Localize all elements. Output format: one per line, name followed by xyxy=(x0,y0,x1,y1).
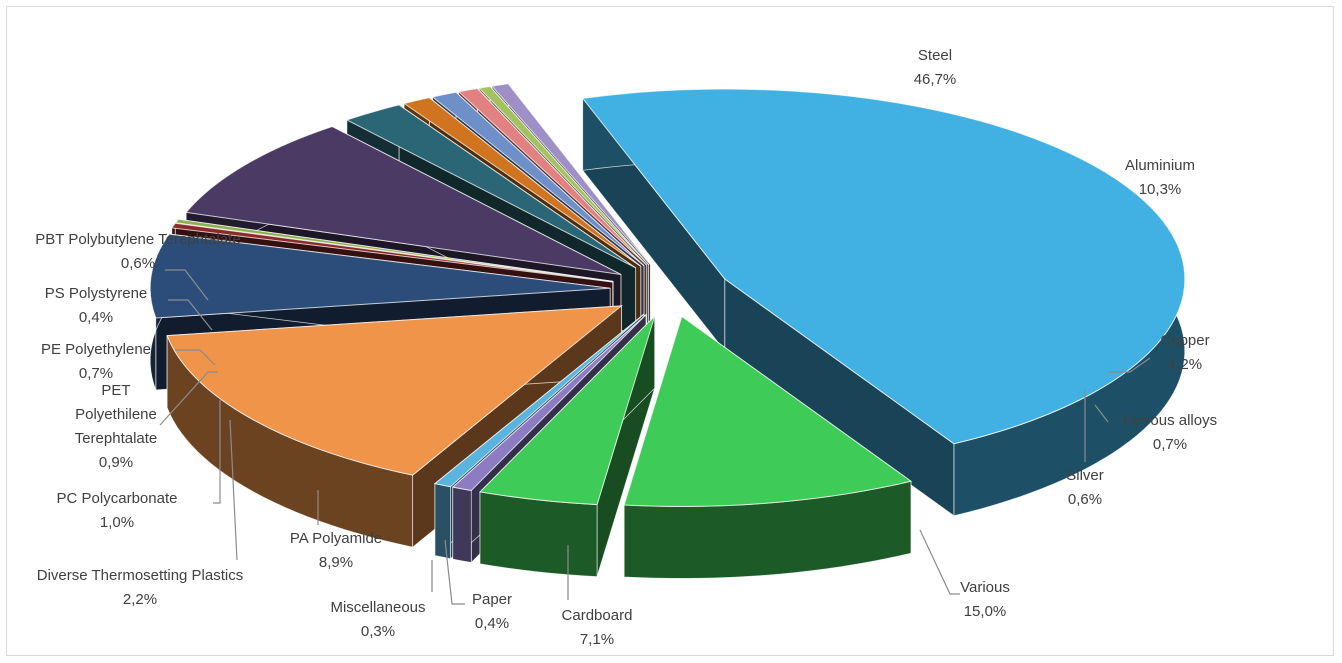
slice-name-label: Copper xyxy=(1160,332,1209,349)
slice-name-label: Cardboard xyxy=(562,607,633,624)
data-label-ps-polystyrene: PS Polystyrene 0,4% xyxy=(45,285,148,326)
slice-copper xyxy=(478,315,656,578)
leader-line-ps-polystyrene xyxy=(168,299,213,331)
slice-name-label: Terephtalate xyxy=(75,430,158,447)
slice-steel xyxy=(581,88,1186,517)
leader-line-pe-polyethylene xyxy=(175,349,216,366)
slice-value-label: 0,9% xyxy=(99,454,133,471)
data-label-aluminium: Aluminium 10,3% xyxy=(1125,157,1195,198)
slice-name-label: PET xyxy=(101,382,130,399)
slice-top xyxy=(490,83,651,265)
slice-top xyxy=(174,218,614,282)
data-label-pbt-polybutylene-terephtalate: PBT Polybutylene Terephtalate 0,6% xyxy=(35,231,240,272)
slice-name-label: Aluminium xyxy=(1125,157,1195,174)
slice-name-label: PE Polyethylene xyxy=(41,341,151,358)
slice-value-label: 1,0% xyxy=(100,514,134,531)
slice-top xyxy=(478,85,649,266)
slice-name-label: Various xyxy=(960,579,1010,596)
slice-name-label: Polyethilene xyxy=(75,406,157,423)
slice-name-label: PS Polystyrene xyxy=(45,285,148,302)
slice-outer-wall xyxy=(434,483,451,560)
leader-line-various xyxy=(919,529,960,595)
data-label-miscellaneous: Miscellaneous 0,3% xyxy=(330,599,425,640)
slice-value-label: 8,9% xyxy=(319,554,353,571)
slice-value-label: 0,3% xyxy=(361,623,395,640)
slice-value-label: 15,0% xyxy=(964,603,1007,620)
data-label-silver: Silver 0,6% xyxy=(1066,467,1104,508)
slice-top xyxy=(581,88,1186,445)
leader-line-diverse-thermosetting-plastics xyxy=(229,419,238,561)
slice-name-label: Silver xyxy=(1066,467,1104,484)
slice-name-label: Paper xyxy=(472,591,512,608)
data-label-ferrous-alloys: Ferrous alloys 0,7% xyxy=(1123,412,1217,453)
data-label-pa-polyamide: PA Polyamide 8,9% xyxy=(290,530,382,571)
slice-value-label: 46,7% xyxy=(914,71,957,88)
slice-name-label: Ferrous alloys xyxy=(1123,412,1217,429)
slice-top xyxy=(478,315,656,506)
slice-value-label: 0,4% xyxy=(79,309,113,326)
slice-value-label: 4,2% xyxy=(1168,356,1202,373)
slice-top xyxy=(623,315,913,507)
leader-line-copper xyxy=(1108,357,1151,373)
slice-top xyxy=(149,233,611,319)
leader-line-ferrous-alloys xyxy=(1094,404,1109,423)
data-label-pc-polycarbonate: PC Polycarbonate 1,0% xyxy=(57,490,178,531)
slice-top xyxy=(431,91,645,267)
data-label-various: Various 15,0% xyxy=(960,579,1010,620)
slice-top xyxy=(166,305,623,476)
slice-top xyxy=(451,314,647,492)
data-label-paper: Paper 0,4% xyxy=(472,591,512,632)
data-label-steel: Steel 46,7% xyxy=(914,47,957,88)
leader-line-pbt-polybutylene-terephtalate xyxy=(165,269,209,301)
slice-top xyxy=(433,313,645,488)
data-label-diverse-thermosetting-plastics: Diverse Thermosetting Plastics 2,2% xyxy=(37,567,243,608)
slice-top xyxy=(402,97,642,267)
slice-value-label: 7,1% xyxy=(580,631,614,648)
slice-name-label: Diverse Thermosetting Plastics xyxy=(37,567,243,584)
slice-outer-wall xyxy=(479,491,598,578)
leader-line-pet-polyethilene-terephtalate xyxy=(159,371,218,426)
slice-outer-wall xyxy=(452,486,472,563)
leader-line-pc-polycarbonate xyxy=(213,400,221,504)
slice-value-label: 10,3% xyxy=(1139,181,1182,198)
slice-name-label: Steel xyxy=(918,47,952,64)
data-label-copper: Copper 4,2% xyxy=(1160,332,1209,373)
slice-name-label: PA Polyamide xyxy=(290,530,382,547)
leader-line-paper xyxy=(444,539,465,605)
slice-value-label: 0,6% xyxy=(1068,491,1102,508)
data-label-cardboard: Cardboard 7,1% xyxy=(562,607,633,648)
slice-name-label: PBT Polybutylene Terephtalate xyxy=(35,231,240,248)
slice-aluminium xyxy=(623,315,913,579)
slice-top xyxy=(345,104,636,269)
slice-top xyxy=(185,126,622,275)
slice-value-label: 0,4% xyxy=(475,615,509,632)
slice-value-label: 0,7% xyxy=(79,365,113,382)
slice-name-label: PC Polycarbonate xyxy=(57,490,178,507)
data-label-pe-polyethylene: PE Polyethylene 0,7% xyxy=(41,341,151,382)
slice-name-label: Miscellaneous xyxy=(330,599,425,616)
slice-value-label: 2,2% xyxy=(123,591,157,608)
slice-value-label: 0,6% xyxy=(121,255,155,272)
slice-top xyxy=(170,222,613,283)
slice-top xyxy=(457,87,648,266)
data-label-pet-polyethilene-terephtalate: PET Polyethilene Terephtalate 0,9% xyxy=(75,382,158,471)
slice-value-label: 0,7% xyxy=(1153,436,1187,453)
